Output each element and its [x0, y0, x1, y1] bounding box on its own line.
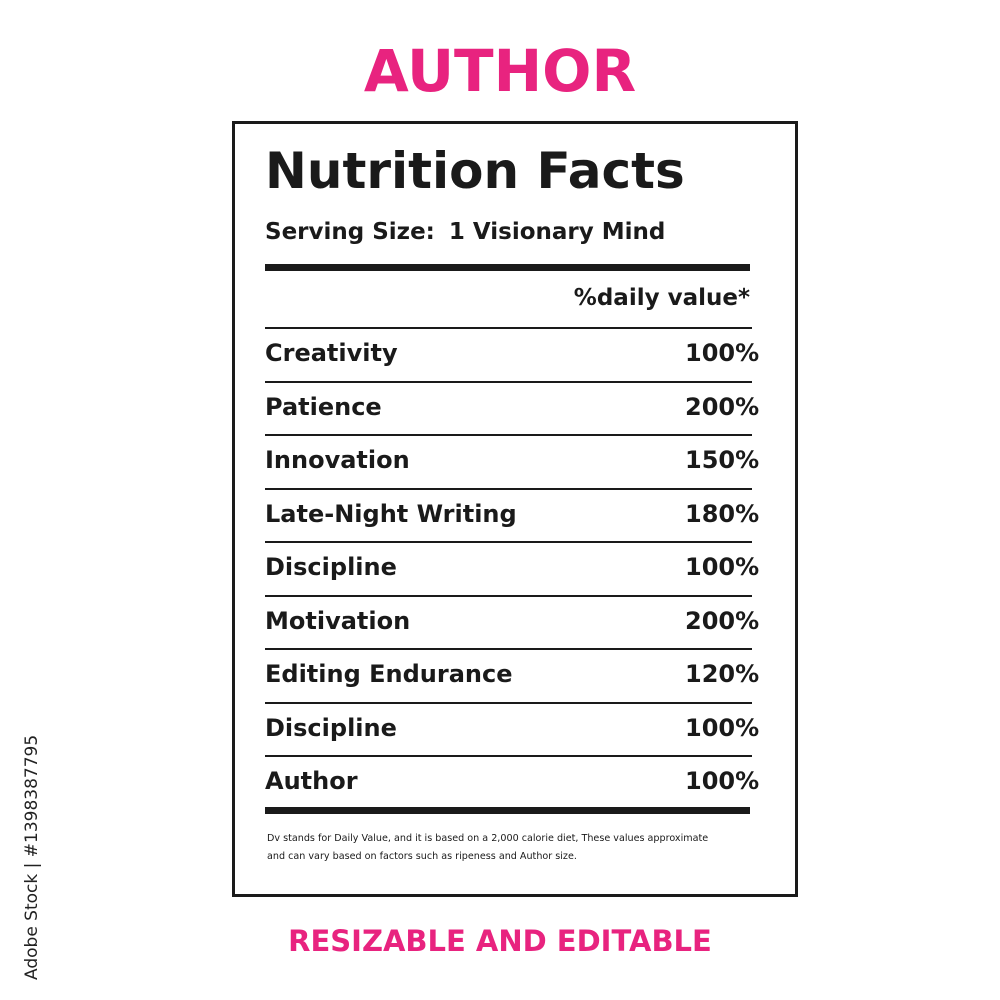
nutrient-name: Motivation: [265, 606, 411, 635]
nutrient-name: Innovation: [265, 446, 410, 474]
watermark-id: Adobe Stock | #1398387795: [22, 734, 42, 980]
nutrient-name: Patience: [265, 392, 382, 421]
row-rule: [265, 487, 752, 490]
page-title: AUTHOR: [363, 37, 637, 105]
serving-size: Serving Size: 1 Visionary Mind: [265, 216, 665, 248]
daily-value: 180%: [685, 499, 760, 528]
footnote: and can vary based on factors such as ri…: [267, 851, 577, 862]
daily-value: 200%: [685, 606, 760, 635]
column-header: %daily value*: [573, 285, 750, 311]
daily-value: 100%: [685, 767, 760, 795]
nutrient-name: Discipline: [265, 713, 397, 742]
daily-value: 120%: [685, 660, 760, 688]
daily-value: 100%: [685, 339, 760, 367]
nutrient-name: Editing Endurance: [265, 660, 513, 688]
row-rule: [265, 701, 752, 704]
row-rule: [265, 541, 752, 543]
nutrient-name: Discipline: [265, 553, 397, 581]
daily-value: 150%: [685, 446, 760, 474]
thick-rule: [265, 807, 750, 814]
label-box: [232, 121, 798, 897]
serving-value: 1 Visionary Mind: [448, 219, 666, 245]
row-rule: [265, 327, 752, 329]
nutrient-name: Creativity: [265, 339, 398, 367]
row-rule: [265, 434, 752, 436]
daily-value: 100%: [685, 713, 760, 742]
thick-rule: [265, 264, 750, 271]
row-rule: [265, 755, 752, 757]
daily-value: 200%: [685, 392, 760, 421]
nutrient-name: Author: [265, 767, 358, 795]
row-rule: [265, 380, 752, 383]
nutrient-name: Late-Night Writing: [265, 499, 517, 528]
daily-value: 100%: [685, 553, 760, 581]
footnote: Dv stands for Daily Value, and it is bas…: [267, 833, 709, 844]
row-rule: [265, 594, 752, 597]
serving-label: Serving Size:: [265, 219, 435, 245]
row-rule: [265, 648, 752, 650]
footer-text: RESIZABLE AND EDITABLE: [288, 924, 712, 958]
label-title: Nutrition Facts: [265, 142, 685, 200]
